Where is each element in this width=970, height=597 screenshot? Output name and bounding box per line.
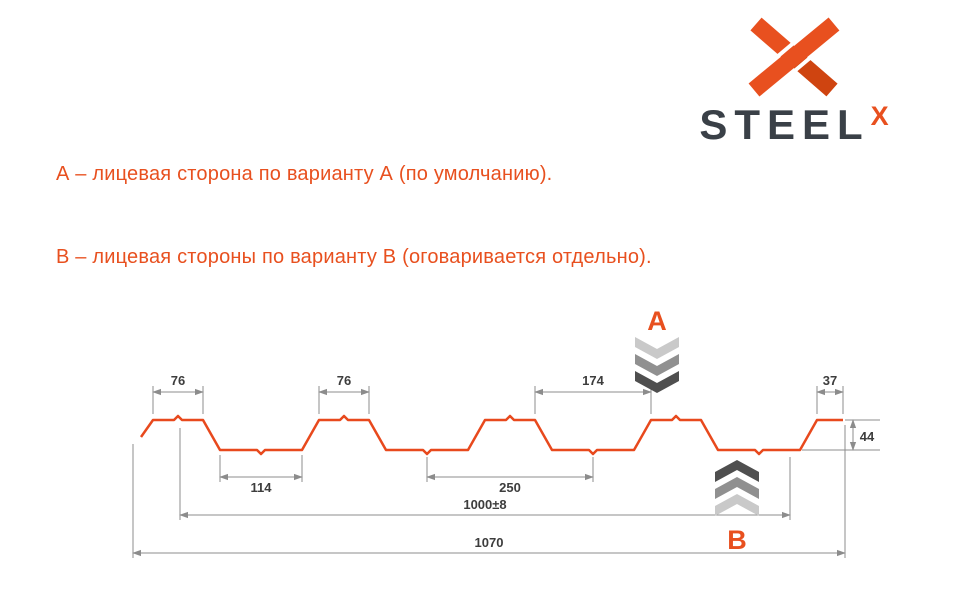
dim-edge-value: 37 — [823, 373, 837, 388]
dim-height-value: 44 — [860, 429, 875, 444]
dim-flange2: 76 — [318, 373, 370, 414]
side-b-label: В — [727, 525, 747, 555]
brand-name: STEEL — [699, 101, 870, 148]
note-variant-a: А – лицевая сторона по варианту А (по ум… — [56, 163, 553, 185]
dim-pitch: 250 — [426, 457, 594, 495]
side-b-marker: В — [715, 460, 759, 555]
dim-overall-width: 1070 — [132, 425, 846, 558]
side-a-marker: А — [635, 306, 679, 393]
brand-wordmark: STEELX — [668, 101, 920, 148]
dim-flange1-value: 76 — [171, 373, 185, 388]
dim-working-width: 1000±8 — [179, 428, 791, 520]
dim-opening-value: 174 — [582, 373, 604, 388]
brand-sup-x: X — [870, 101, 889, 131]
dim-trough: 114 — [219, 455, 303, 495]
side-a-arrows-icon — [635, 337, 679, 393]
profile-outline — [139, 414, 843, 456]
dim-working-width-value: 1000±8 — [463, 497, 506, 512]
dim-opening: 174 — [534, 373, 652, 414]
dim-trough-value: 114 — [251, 480, 273, 495]
dim-height: 44 — [802, 419, 880, 451]
dim-flange2-value: 76 — [337, 373, 351, 388]
side-b-arrows-icon — [715, 460, 759, 516]
dim-edge: 37 — [816, 373, 844, 414]
note-variant-b: В – лицевая стороны по варианту В (огова… — [56, 246, 652, 268]
dim-flange1: 76 — [152, 373, 204, 414]
dim-pitch-value: 250 — [499, 480, 521, 495]
side-a-label: А — [647, 306, 667, 336]
dim-overall-width-value: 1070 — [475, 535, 504, 550]
brand-logo: STEELX — [668, 12, 920, 146]
steelx-x-icon — [748, 17, 840, 97]
